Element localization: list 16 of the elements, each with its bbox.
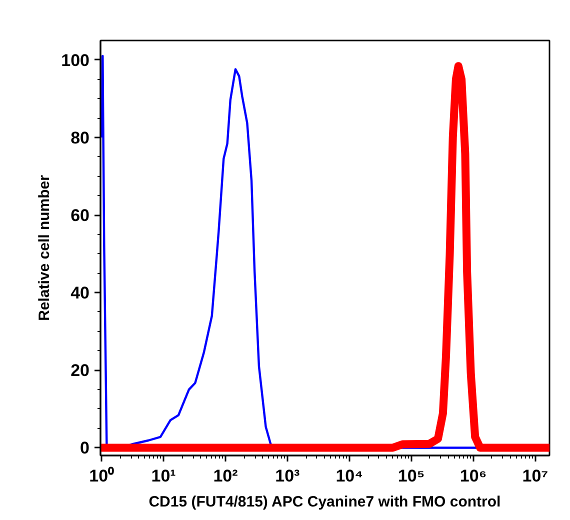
y-axis-title: Relative cell number	[36, 174, 54, 321]
y-tick-label: 20	[70, 361, 90, 380]
x-tick-label: 10⁷	[522, 466, 548, 486]
x-tick-label: 10⁵	[398, 466, 425, 486]
x-tick-label: 10⁶	[460, 466, 487, 486]
y-tick-label: 40	[70, 284, 90, 303]
x-tick-label: 10³	[275, 466, 300, 486]
x-axis-title: CD15 (FUT4/815) APC Cyanine7 with FMO control	[148, 494, 501, 510]
x-tick-label: 10²	[213, 466, 238, 486]
y-tick-label: 0	[80, 438, 90, 458]
y-tick-label: 100	[61, 50, 90, 70]
y-tick-label: 80	[70, 128, 90, 148]
x-tick-label: 10¹	[151, 466, 176, 486]
x-tick-label: 10⁰	[89, 466, 114, 486]
x-tick-label: 10⁴	[336, 466, 364, 486]
y-tick-label: 60	[70, 206, 90, 226]
